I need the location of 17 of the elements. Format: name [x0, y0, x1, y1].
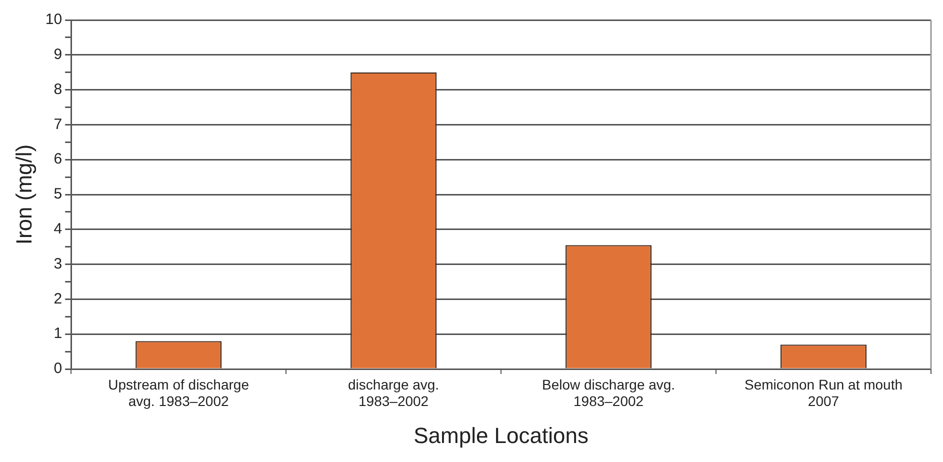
x-tick-label: Semiconon Run at mouth 2007 — [744, 376, 903, 410]
y-tick-label: 1 — [54, 325, 62, 342]
x-tick-label: Upstream of discharge avg. 1983–2002 — [108, 376, 250, 410]
y-tick-label: 8 — [54, 80, 62, 98]
y-tick-label: 9 — [54, 46, 62, 64]
y-tick-label: 3 — [54, 255, 62, 272]
y-tick-label: 4 — [54, 220, 62, 238]
x-axis-title: Sample Locations — [414, 422, 588, 448]
x-tick-label: discharge avg. 1983–2002 — [348, 376, 440, 410]
y-tick-label: 10 — [45, 11, 62, 28]
y-tick-label: 7 — [54, 116, 62, 133]
y-tick-label: 5 — [54, 186, 62, 203]
y-tick-label: 0 — [54, 360, 62, 378]
y-tick-label: 2 — [54, 290, 62, 308]
y-tick-label: 6 — [54, 150, 62, 168]
y-axis-title: Iron (mg/l) — [11, 144, 36, 245]
x-tick-label: Below discharge avg. 1983–2002 — [542, 376, 676, 410]
